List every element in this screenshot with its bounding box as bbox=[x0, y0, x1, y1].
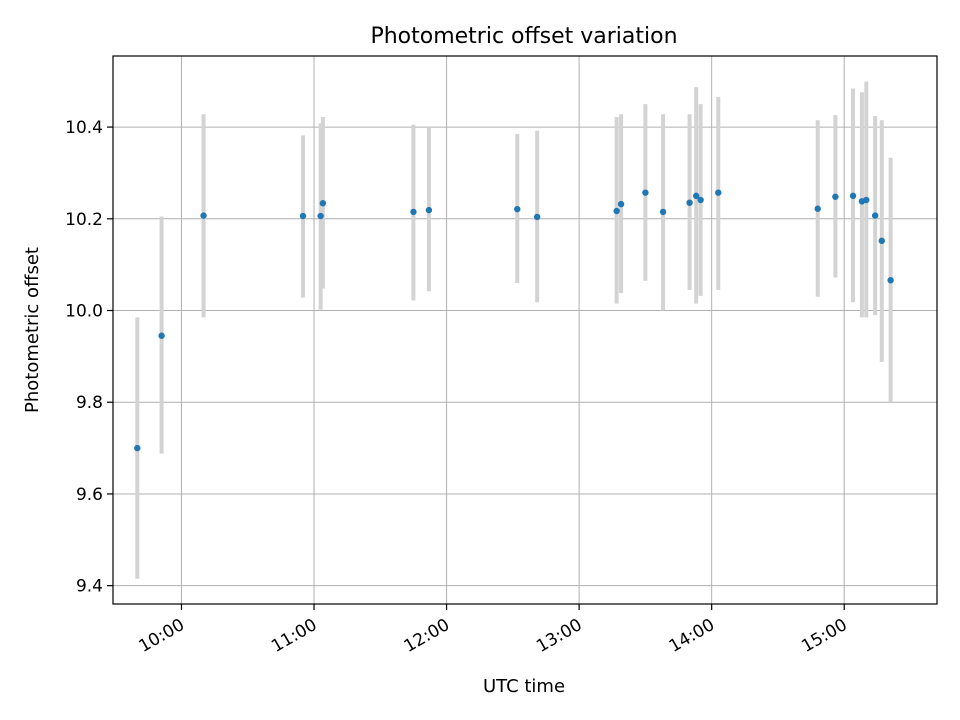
data-point bbox=[693, 192, 700, 200]
data-point bbox=[659, 208, 667, 216]
x-tick-label: 10:00 bbox=[136, 615, 188, 657]
x-tick-label: 13:00 bbox=[533, 615, 585, 657]
data-point bbox=[200, 212, 207, 219]
data-point bbox=[878, 237, 885, 245]
data-point bbox=[832, 193, 839, 200]
data-point bbox=[715, 189, 722, 196]
data-point bbox=[849, 192, 857, 200]
y-axis-label: Photometric offset bbox=[22, 247, 43, 413]
data-point bbox=[514, 205, 521, 213]
data-point bbox=[814, 205, 821, 212]
y-tick-label: 10.2 bbox=[65, 210, 103, 230]
x-axis-ticks: 10:00 11:00 12:00 13:00 14:00 15:00 bbox=[136, 604, 851, 657]
data-point bbox=[299, 212, 307, 220]
y-tick-label: 10.0 bbox=[65, 302, 103, 322]
data-point bbox=[887, 277, 894, 284]
x-tick-label: 11:00 bbox=[268, 615, 320, 657]
plot-area-frame bbox=[112, 55, 938, 605]
data-point bbox=[425, 206, 433, 214]
y-tick-label: 10.4 bbox=[65, 118, 103, 138]
data-point bbox=[871, 212, 879, 219]
data-point bbox=[533, 213, 541, 221]
data-point bbox=[617, 200, 625, 208]
y-tick-label: 9.8 bbox=[76, 393, 103, 413]
x-tick-label: 15:00 bbox=[798, 615, 850, 657]
point-layer bbox=[134, 189, 894, 452]
y-tick-label: 9.4 bbox=[76, 577, 103, 597]
data-point bbox=[410, 208, 417, 216]
data-point bbox=[319, 200, 327, 207]
grid-layer bbox=[113, 56, 937, 604]
data-point bbox=[697, 196, 704, 204]
data-point bbox=[317, 212, 324, 220]
x-axis-label: UTC time bbox=[483, 676, 565, 697]
errorbar-layer bbox=[135, 81, 893, 579]
data-point bbox=[158, 332, 165, 339]
chart-title: Photometric offset variation bbox=[370, 24, 677, 49]
data-point bbox=[686, 199, 693, 206]
y-tick-label: 9.6 bbox=[76, 485, 103, 505]
data-point bbox=[863, 196, 870, 204]
x-tick-label: 12:00 bbox=[401, 615, 453, 657]
data-point bbox=[613, 207, 620, 215]
data-point bbox=[134, 444, 141, 452]
data-point bbox=[642, 189, 649, 196]
y-axis-ticks: 9.4 9.6 9.8 10.0 10.2 10.4 bbox=[65, 118, 113, 597]
x-tick-label: 14:00 bbox=[666, 615, 718, 657]
